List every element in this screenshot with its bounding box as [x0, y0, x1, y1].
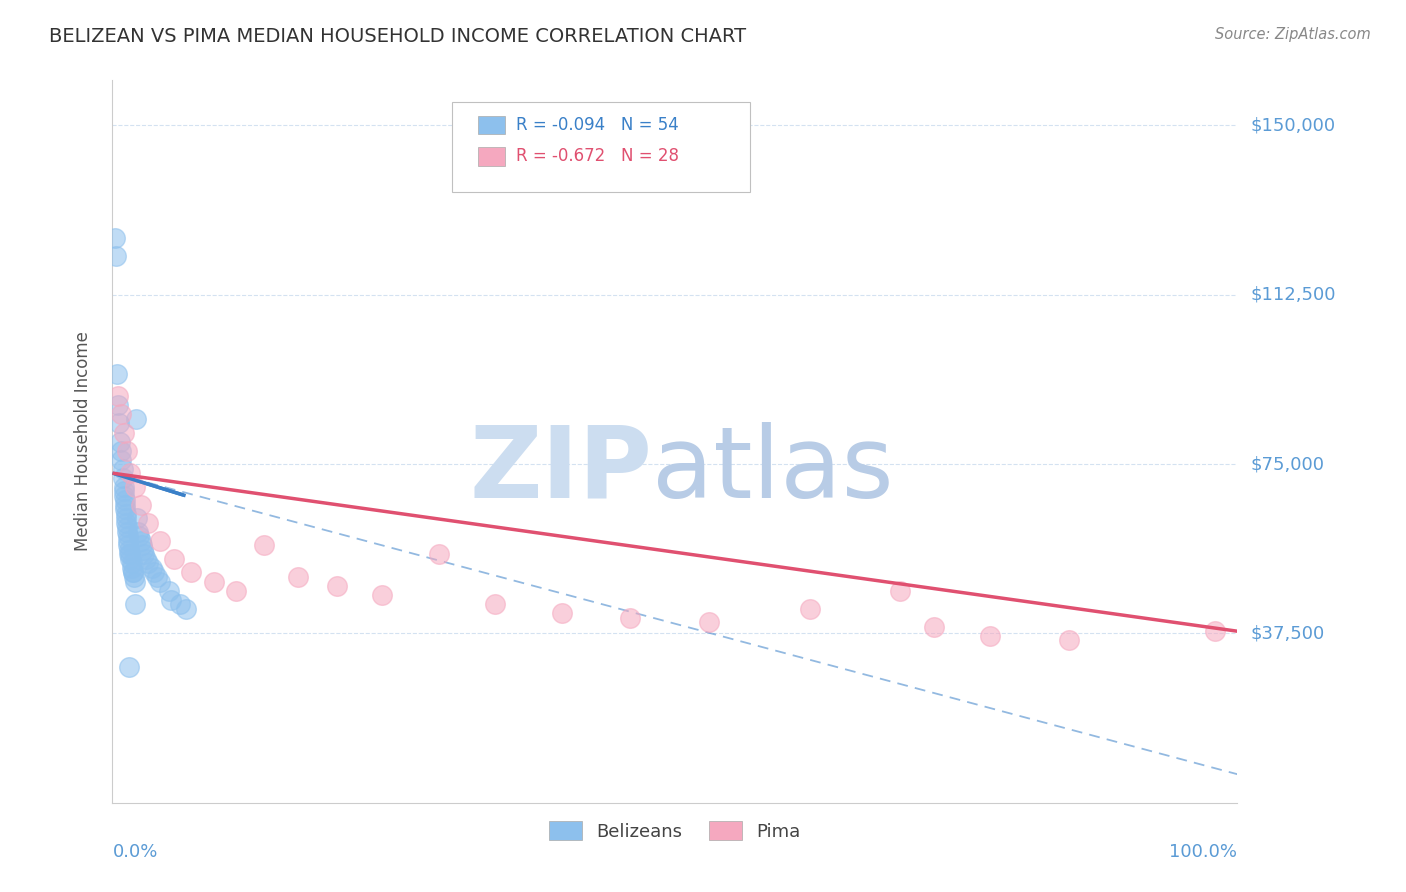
Point — [1057, 633, 1080, 648]
Text: $37,500: $37,500 — [1251, 624, 1324, 642]
Point — [104, 249, 127, 263]
Point — [160, 592, 183, 607]
Point — [149, 574, 172, 589]
Point — [107, 398, 129, 412]
Point — [111, 461, 134, 475]
Point — [115, 443, 138, 458]
Point — [1204, 624, 1226, 639]
Point — [108, 417, 131, 431]
Point — [112, 425, 135, 440]
Text: $112,500: $112,500 — [1251, 285, 1336, 304]
Point — [117, 533, 139, 548]
Point — [120, 466, 142, 480]
Point — [143, 566, 166, 580]
Point — [120, 552, 142, 566]
Point — [128, 529, 150, 543]
FancyBboxPatch shape — [478, 147, 505, 166]
Point — [112, 489, 135, 503]
Point — [326, 579, 349, 593]
Point — [138, 557, 160, 571]
Point — [138, 516, 160, 530]
Point — [121, 561, 143, 575]
Text: ZIP: ZIP — [470, 422, 652, 519]
Point — [110, 408, 132, 422]
Point — [484, 597, 506, 611]
Point — [253, 538, 276, 552]
Point — [979, 629, 1001, 643]
FancyBboxPatch shape — [453, 102, 751, 193]
Point — [149, 533, 172, 548]
Point — [111, 470, 134, 484]
Point — [180, 566, 202, 580]
Point — [799, 601, 821, 615]
Point — [163, 552, 186, 566]
Point — [117, 529, 139, 543]
Point — [202, 574, 225, 589]
Point — [105, 367, 128, 381]
Point — [115, 511, 138, 525]
Point — [118, 542, 141, 557]
Point — [889, 583, 911, 598]
Point — [114, 498, 136, 512]
Point — [120, 548, 142, 562]
Text: R = -0.094   N = 54: R = -0.094 N = 54 — [516, 116, 679, 134]
Point — [121, 566, 143, 580]
Point — [114, 493, 136, 508]
Point — [141, 561, 163, 575]
Point — [107, 389, 129, 403]
Point — [112, 484, 135, 499]
Text: $150,000: $150,000 — [1251, 117, 1336, 135]
Point — [169, 597, 191, 611]
Point — [122, 570, 145, 584]
Point — [129, 533, 152, 548]
Text: 0.0%: 0.0% — [112, 843, 157, 861]
Point — [129, 498, 152, 512]
Point — [551, 606, 574, 620]
Point — [121, 566, 143, 580]
Point — [922, 620, 945, 634]
Point — [132, 542, 155, 557]
Legend: Belizeans, Pima: Belizeans, Pima — [543, 814, 807, 848]
Point — [115, 507, 138, 521]
Point — [124, 574, 146, 589]
Point — [131, 538, 153, 552]
Point — [697, 615, 720, 630]
Text: Source: ZipAtlas.com: Source: ZipAtlas.com — [1215, 27, 1371, 42]
Point — [371, 588, 394, 602]
Point — [104, 231, 127, 245]
Point — [121, 557, 143, 571]
Point — [427, 548, 450, 562]
Text: R = -0.672   N = 28: R = -0.672 N = 28 — [516, 147, 679, 165]
Point — [157, 583, 180, 598]
Point — [118, 660, 141, 674]
Text: 100.0%: 100.0% — [1170, 843, 1237, 861]
Y-axis label: Median Household Income: Median Household Income — [73, 332, 91, 551]
Point — [124, 480, 146, 494]
Point — [115, 520, 138, 534]
Point — [619, 610, 641, 624]
Point — [127, 524, 149, 539]
Point — [124, 597, 146, 611]
Text: atlas: atlas — [652, 422, 894, 519]
Point — [135, 552, 157, 566]
Point — [117, 538, 139, 552]
Point — [225, 583, 247, 598]
Point — [125, 412, 148, 426]
Point — [112, 480, 135, 494]
Point — [115, 516, 138, 530]
Point — [110, 443, 132, 458]
Point — [110, 434, 132, 449]
Point — [127, 511, 149, 525]
Point — [287, 570, 309, 584]
Point — [114, 502, 136, 516]
Point — [174, 601, 197, 615]
Point — [110, 452, 132, 467]
Point — [132, 548, 155, 562]
Text: BELIZEAN VS PIMA MEDIAN HOUSEHOLD INCOME CORRELATION CHART: BELIZEAN VS PIMA MEDIAN HOUSEHOLD INCOME… — [49, 27, 747, 45]
Point — [115, 524, 138, 539]
FancyBboxPatch shape — [478, 116, 505, 135]
Text: $75,000: $75,000 — [1251, 455, 1324, 473]
Point — [118, 548, 141, 562]
Point — [146, 570, 169, 584]
